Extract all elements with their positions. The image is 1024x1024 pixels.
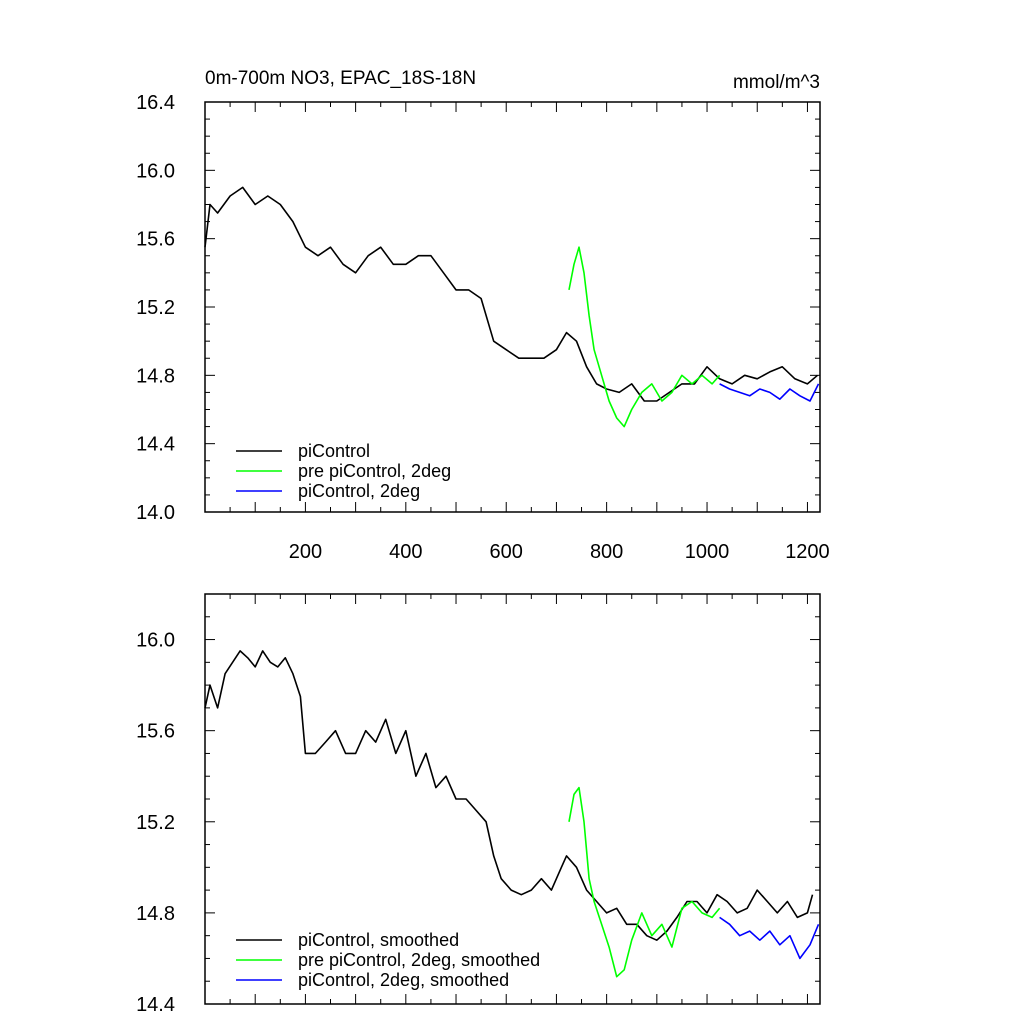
legend-label: pre piControl, 2deg, smoothed [298, 950, 540, 970]
top-panel: 0m-700m NO3, EPAC_18S-18N mmol/m^3 14.0 1… [136, 68, 830, 563]
y-tick-label: 14.4 [136, 994, 175, 1016]
y-tick-label: 15.2 [136, 297, 175, 319]
y-tick-label: 14.8 [136, 365, 175, 387]
series-line [568, 786, 721, 978]
legend-label: piControl, 2deg, smoothed [298, 970, 509, 990]
series-line [204, 650, 814, 942]
x-tick-label: 400 [389, 541, 422, 563]
series-line [568, 246, 721, 428]
x-tick-label: 1200 [785, 541, 830, 563]
series-line [719, 383, 820, 402]
legend-label: piControl, 2deg [298, 481, 420, 501]
units-label: mmol/m^3 [733, 72, 820, 93]
y-tick-label: 15.6 [136, 721, 175, 743]
bottom-panel: 14.4 14.8 15.2 15.6 16.0 piControl, smoothed… [136, 593, 821, 1016]
x-tick-label: 800 [590, 541, 623, 563]
legend-label: piControl, smoothed [298, 930, 459, 950]
y-tick-label: 14.4 [136, 434, 175, 456]
x-tick-label: 200 [289, 541, 322, 563]
y-tick-label: 14.0 [136, 502, 175, 524]
x-tick-label: 1000 [685, 541, 730, 563]
legend-label: pre piControl, 2deg [298, 461, 451, 481]
y-tick-label: 16.4 [136, 92, 175, 114]
y-tick-label: 15.6 [136, 229, 175, 251]
legend-label: piControl [298, 441, 370, 461]
y-tick-label: 16.0 [136, 630, 175, 652]
series-line [719, 916, 820, 960]
y-tick-label: 14.8 [136, 903, 175, 925]
chart-title: 0m-700m NO3, EPAC_18S-18N [205, 68, 476, 89]
series-line [204, 186, 819, 402]
y-tick-label: 15.2 [136, 812, 175, 834]
y-tick-label: 16.0 [136, 160, 175, 182]
x-tick-label: 600 [490, 541, 523, 563]
